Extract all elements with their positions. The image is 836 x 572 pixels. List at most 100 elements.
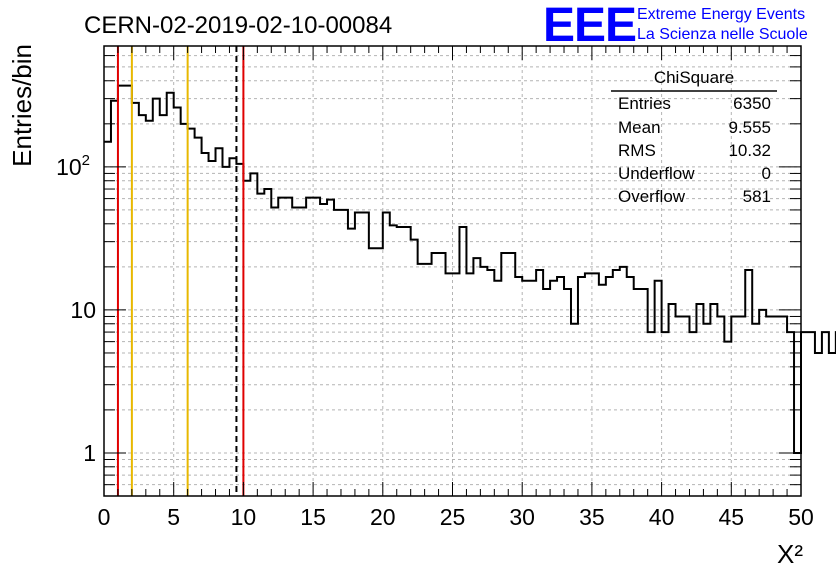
x-tick-label: 40	[649, 504, 675, 530]
histogram-bin	[508, 253, 515, 496]
x-tick-label: 5	[167, 504, 180, 530]
histogram-bin	[313, 198, 320, 496]
histogram-bin	[348, 229, 355, 496]
y-tick-label: 1	[83, 440, 96, 466]
histogram-bin	[759, 310, 766, 496]
histogram-bin	[425, 264, 432, 496]
chart-title: CERN-02-2019-02-10-00084	[84, 12, 392, 39]
y-tick-exponent: 2	[82, 152, 90, 169]
stats-box: ChiSquare Entries 6350 Mean 9.555 RMS 10…	[611, 68, 777, 206]
histogram-bin	[606, 277, 613, 496]
histogram-bin	[209, 161, 216, 496]
logo-line1: Extreme Energy Events	[637, 6, 805, 23]
histogram-bin	[641, 289, 648, 496]
histogram-bin	[376, 248, 383, 496]
histogram-bin	[243, 181, 250, 496]
histogram-bin	[271, 207, 278, 496]
histogram-bin	[557, 277, 564, 496]
histogram-bin	[146, 121, 153, 496]
histogram-bin	[125, 86, 132, 496]
histogram-bin	[536, 270, 543, 496]
histogram-bin	[334, 210, 341, 496]
x-axis-title: X²	[777, 539, 803, 569]
histogram-bin	[676, 316, 683, 496]
histogram-bin	[167, 93, 174, 496]
histogram-bin	[418, 264, 425, 496]
histogram-bin	[195, 138, 202, 496]
histogram-bin	[738, 316, 745, 496]
histogram-bin	[815, 353, 822, 496]
histogram-bin	[222, 167, 229, 496]
histogram-bin	[648, 332, 655, 496]
histogram-bin	[446, 273, 453, 496]
histogram-bin	[766, 316, 773, 496]
histogram-bin	[529, 281, 536, 496]
histogram-bin	[599, 285, 606, 496]
histogram-bin	[787, 332, 794, 496]
histogram-bin	[397, 227, 404, 496]
histogram-bin	[188, 129, 195, 496]
histogram-bin	[543, 289, 550, 496]
histogram-bin	[118, 86, 125, 496]
histogram-bin	[773, 316, 780, 496]
histogram-bin	[669, 304, 676, 496]
histogram-bin	[634, 289, 641, 496]
histogram-bin	[571, 324, 578, 496]
stats-value-mean: 9.555	[728, 118, 771, 137]
histogram-bin	[439, 253, 446, 496]
histogram-bin	[404, 227, 411, 496]
histogram-bin	[731, 316, 738, 496]
histogram-bin	[202, 153, 209, 496]
histogram-bin	[139, 115, 146, 496]
histogram-bin	[153, 99, 160, 496]
histogram-bin	[459, 227, 466, 496]
stats-title: ChiSquare	[654, 68, 734, 87]
histogram-bin	[494, 281, 501, 496]
stats-value-entries: 6350	[733, 94, 771, 113]
histogram-bin	[320, 204, 327, 496]
histogram-bin	[160, 115, 167, 496]
histogram-bin	[104, 142, 111, 496]
histogram-bin	[369, 248, 376, 496]
logo-text: EEE	[543, 0, 636, 52]
x-tick-label: 45	[719, 504, 745, 530]
x-tick-label: 0	[98, 504, 111, 530]
histogram-bin	[299, 207, 306, 496]
histogram-bin	[522, 281, 529, 496]
histogram-bin	[473, 258, 480, 496]
histogram-bin	[306, 198, 313, 496]
histogram-bin	[822, 332, 829, 496]
y-axis-title: Entries/bin	[7, 44, 37, 167]
stats-label-mean: Mean	[618, 118, 661, 137]
logo-line2: La Scienza nelle Scuole	[637, 26, 808, 43]
histogram-bin	[453, 273, 460, 496]
histogram-bin	[808, 332, 815, 496]
histogram-bin	[411, 240, 418, 496]
histogram-bin	[627, 277, 634, 496]
histogram-bin	[383, 212, 390, 496]
histogram-bin	[613, 270, 620, 496]
histogram-bin	[620, 267, 627, 496]
histogram-bin	[501, 253, 508, 496]
histogram-bin	[132, 103, 139, 496]
histogram-bin	[655, 281, 662, 496]
x-tick-label: 35	[579, 504, 605, 530]
histogram-bin	[229, 158, 236, 496]
histogram-bin	[780, 316, 787, 496]
histogram-bin	[487, 270, 494, 496]
histogram-bin	[689, 332, 696, 496]
stats-value-rms: 10.32	[728, 141, 771, 160]
x-tick-label: 30	[509, 504, 535, 530]
histogram-bin	[585, 273, 592, 496]
histogram-bin	[292, 207, 299, 496]
histogram-bin	[703, 324, 710, 496]
stats-label-overflow: Overflow	[618, 187, 686, 206]
histogram-bin	[362, 212, 369, 496]
histogram-bin	[390, 225, 397, 496]
histogram-bin	[564, 289, 571, 496]
histogram-bin	[745, 270, 752, 496]
histogram	[104, 84, 836, 496]
histogram-bin	[181, 124, 188, 496]
